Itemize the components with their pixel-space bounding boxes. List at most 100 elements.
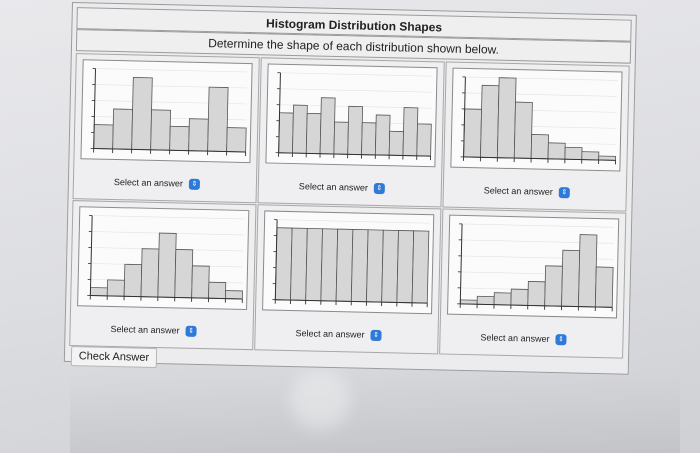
histogram-bar [578,234,598,308]
histogram-bar [544,265,563,307]
histogram-cell-1: Select an answer ⇕ [72,53,260,204]
histogram-bar [347,105,364,156]
histogram-chart-2 [275,72,433,161]
histogram-bar [106,279,125,297]
histogram-bar [381,229,399,303]
answer-select-label: Select an answer [110,323,180,336]
histogram-bar [123,263,143,298]
histogram-chart-6 [457,223,615,312]
histogram-bar [89,287,108,297]
histogram-bar [396,230,415,304]
histogram-bar [305,112,322,155]
updown-chevron-icon: ⇕ [370,329,382,341]
histogram-bar [411,230,430,304]
y-axis [278,72,281,153]
histogram-bar [333,121,349,155]
histogram-bar [188,118,209,152]
histogram-bar [191,265,210,299]
gridline [465,76,618,81]
answer-select-5[interactable]: Select an answer ⇕ [295,325,395,343]
answer-select-label: Select an answer [480,332,550,344]
y-axis [274,219,278,300]
histogram-bar [547,142,566,160]
histogram-chart-4 [87,215,245,303]
x-axis [463,156,616,161]
histogram-bar [208,281,227,299]
updown-chevron-icon: ⇕ [555,333,567,345]
answer-select-2[interactable]: Select an answer ⇕ [299,178,399,196]
histogram-bar [530,134,549,160]
histogram-bar [274,227,293,301]
y-axis [463,76,466,157]
histogram-bar [476,295,495,306]
histogram-bar [320,228,339,302]
answer-select-1[interactable]: Select an answer ⇕ [114,174,214,192]
answer-select-label: Select an answer [113,176,184,189]
x-axis [278,152,431,157]
histogram-cell-2: Select an answer ⇕ [257,57,445,208]
histogram-plot-2 [265,63,438,168]
histogram-bar [350,229,369,303]
gridline [95,68,248,73]
gridline [462,223,615,228]
gridline [92,215,245,220]
histogram-cell-5: Select an answer ⇕ [254,204,442,355]
desk-shadow [70,372,680,453]
answer-select-label: Select an answer [483,185,553,197]
histogram-plot-4 [77,206,250,311]
histogram-cell-6: Select an answer ⇕ [439,208,627,359]
histogram-cell-4: Select an answer ⇕ [69,200,257,351]
answer-select-label: Select an answer [295,328,365,340]
check-answer-button[interactable]: Check Answer [70,346,158,369]
histogram-bar [402,107,419,157]
histogram-bar [305,227,323,302]
histogram-chart-5 [272,219,430,308]
histogram-bar [335,228,354,302]
histogram-bar [226,127,247,153]
histogram-plot-3 [450,67,623,172]
question-panel: Histogram Distribution Shapes Determine … [63,2,637,375]
updown-chevron-icon: ⇕ [185,325,197,337]
histogram-question-card: Histogram Distribution Shapes Determine … [63,2,647,383]
answer-select-4[interactable]: Select an answer ⇕ [110,321,210,339]
x-axis [90,294,243,300]
histogram-bar [374,114,391,156]
histogram-bar [513,101,533,159]
x-axis [460,303,613,308]
answer-select-3[interactable]: Select an answer ⇕ [484,182,584,200]
answer-select-6[interactable]: Select an answer ⇕ [480,329,580,347]
histogram-bar [169,125,190,152]
histogram-bar [319,97,336,155]
histogram-bar [131,77,153,151]
histogram-bar [594,266,614,308]
gridline [277,219,430,224]
histogram-bar [496,77,517,159]
histogram-bar [527,281,546,307]
histogram-bar [480,84,500,159]
histogram-bar [463,108,482,158]
histogram-bar [416,123,432,157]
answer-select-label: Select an answer [298,181,369,193]
histogram-chart-3 [460,76,618,165]
gridline [280,72,433,77]
updown-chevron-icon: ⇕ [558,186,570,198]
updown-chevron-icon: ⇕ [373,182,386,194]
histogram-bar [366,229,384,303]
histogram-bar [93,124,114,150]
histogram-bar [207,86,229,152]
updown-chevron-icon: ⇕ [188,178,201,190]
histogram-plot-5 [262,210,435,315]
histogram-plot-1 [80,59,253,164]
histogram-bar [564,146,583,161]
histogram-bar [581,151,600,161]
screen-glare [290,370,350,430]
gridline [280,88,433,93]
histogram-chart-1 [90,68,248,156]
histogram-bar [493,292,512,306]
y-axis [89,215,93,296]
histogram-bar [510,288,529,306]
y-axis [93,68,96,149]
histogram-bar [388,130,404,156]
histogram-bar [225,290,243,300]
